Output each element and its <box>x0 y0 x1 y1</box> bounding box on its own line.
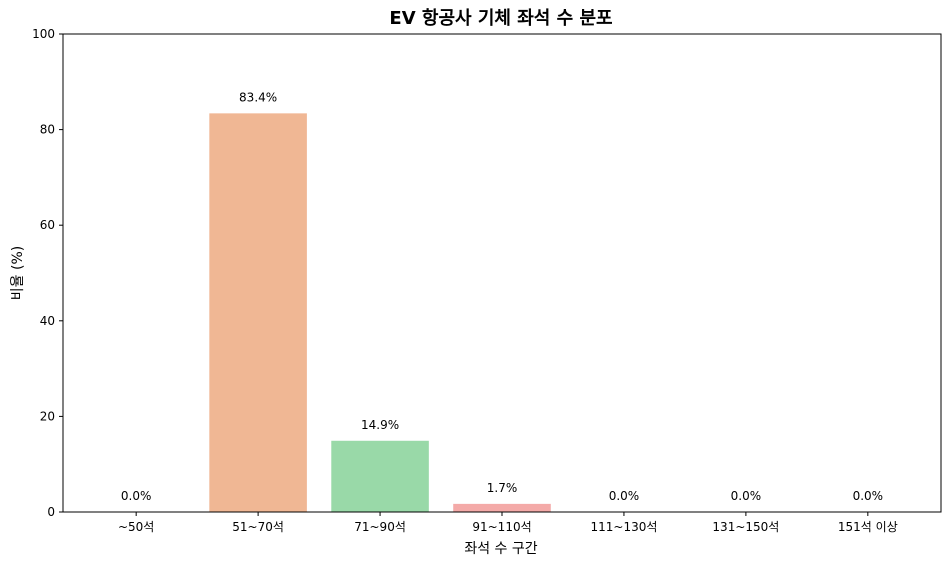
data-label-2: 83.4% <box>239 90 277 104</box>
data-label-3: 14.9% <box>361 418 399 432</box>
y-tick-label: 0 <box>47 505 55 519</box>
data-label-5: 0.0% <box>609 489 640 503</box>
bars-layer <box>209 113 551 512</box>
y-tick-label: 100 <box>32 27 55 41</box>
axes-layer <box>62 33 942 513</box>
x-ticks-layer: ~50석 51~70석 71~90석 91~110석 111~130석 131~150석 1… <box>118 512 898 534</box>
x-tick-label: 51~70석 <box>232 520 284 534</box>
bar-3 <box>331 440 429 512</box>
x-tick-label: 71~90석 <box>354 520 406 534</box>
data-label-7: 0.0% <box>853 489 884 503</box>
data-label-6: 0.0% <box>731 489 762 503</box>
x-tick-label: 111~130석 <box>590 520 657 534</box>
bar-4 <box>453 503 551 512</box>
bar-2 <box>209 113 307 512</box>
y-axis-label: 비율 (%) <box>10 246 26 300</box>
data-labels-layer: 0.0% 83.4% 14.9% 1.7% 0.0% 0.0% 0.0% <box>121 90 883 503</box>
x-tick-label: 151석 이상 <box>838 520 898 534</box>
y-ticks-layer: 0 20 40 60 80 100 <box>32 27 63 519</box>
data-label-1: 0.0% <box>121 489 152 503</box>
x-tick-label: 131~150석 <box>712 520 779 534</box>
y-tick-label: 60 <box>40 218 55 232</box>
y-tick-label: 40 <box>40 314 55 328</box>
x-tick-label: 91~110석 <box>472 520 531 534</box>
data-label-4: 1.7% <box>487 481 518 495</box>
y-tick-label: 80 <box>40 123 55 137</box>
x-tick-label: ~50석 <box>118 520 154 534</box>
x-axis-label: 좌석 수 구간 <box>464 541 537 557</box>
plot-frame <box>62 33 942 513</box>
y-tick-label: 20 <box>40 409 55 423</box>
chart-title: EV 항공사 기체 좌석 수 분포 <box>389 8 612 29</box>
